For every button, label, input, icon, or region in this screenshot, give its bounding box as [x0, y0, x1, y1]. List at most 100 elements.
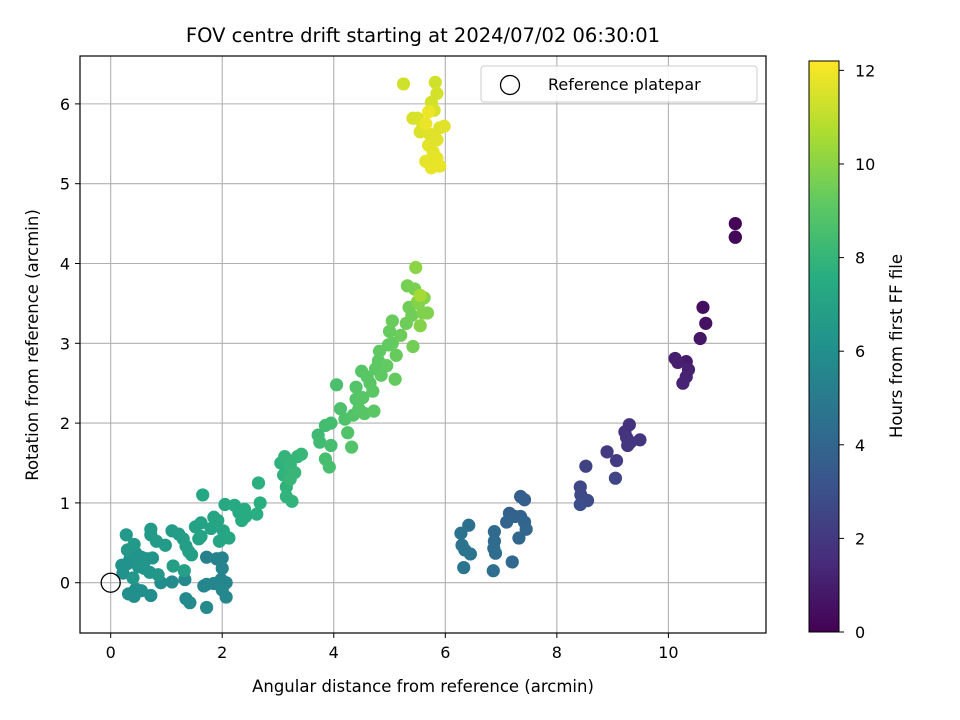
- data-point: [367, 404, 381, 418]
- data-point: [573, 497, 587, 512]
- colorbar-frame: [808, 60, 840, 633]
- data-point: [389, 348, 403, 362]
- colorbar-ticks: 0 2 4 6 8 10 12: [839, 61, 875, 642]
- data-point: [144, 522, 158, 536]
- x-tick-label: 6: [440, 643, 450, 662]
- data-point: [413, 319, 427, 333]
- data-point: [463, 547, 478, 561]
- data-point: [322, 460, 336, 474]
- data-point: [579, 459, 593, 473]
- data-point: [285, 494, 299, 508]
- data-point: [600, 445, 614, 459]
- colorbar-gradient: [809, 61, 839, 632]
- y-tick-label: 3: [60, 334, 70, 353]
- data-point: [215, 561, 229, 575]
- data-point: [253, 496, 267, 510]
- y-tick-label: 2: [60, 414, 70, 433]
- x-tick-label: 2: [217, 643, 227, 662]
- data-point: [215, 551, 229, 565]
- data-point: [239, 509, 253, 524]
- data-points: [115, 75, 742, 615]
- reference-marker-layer: [100, 572, 121, 593]
- y-tick-label: 5: [60, 175, 70, 194]
- data-point: [313, 435, 327, 449]
- data-point: [356, 390, 370, 405]
- data-point: [505, 555, 519, 569]
- data-point: [621, 438, 635, 453]
- data-point: [165, 575, 179, 589]
- data-point: [194, 529, 208, 544]
- data-point: [251, 476, 266, 490]
- data-point: [329, 378, 344, 392]
- data-point: [517, 493, 532, 507]
- legend-label: Reference platepar: [548, 75, 701, 94]
- y-tick-label: 6: [60, 95, 70, 114]
- colorbar-tick-label: 12: [855, 61, 875, 80]
- data-point: [406, 339, 420, 354]
- colorbar-tick-label: 2: [855, 529, 865, 548]
- data-point: [194, 516, 208, 530]
- x-axis-label: Angular distance from reference (arcmin): [252, 677, 594, 696]
- data-point: [693, 331, 707, 346]
- legend: Reference platepar: [480, 65, 758, 103]
- data-point: [380, 359, 394, 373]
- legend-reference-marker: [499, 74, 521, 96]
- data-point: [158, 538, 172, 552]
- y-tick-label: 1: [60, 494, 70, 513]
- colorbar: 0 2 4 6 8 10 12 Hours from first FF file: [808, 60, 906, 642]
- legend-box: [480, 65, 758, 103]
- data-point: [126, 571, 140, 585]
- y-tick-label: 0: [60, 574, 70, 593]
- data-point: [608, 471, 623, 485]
- chart-title: FOV centre drift starting at 2024/07/02 …: [186, 24, 660, 47]
- reference-platepar-marker: [100, 572, 121, 593]
- data-point: [699, 316, 713, 330]
- data-point: [728, 230, 742, 244]
- data-point: [457, 560, 471, 575]
- x-tick-label: 0: [106, 643, 116, 662]
- data-point: [728, 216, 742, 231]
- data-point: [696, 300, 710, 314]
- data-point: [500, 515, 514, 529]
- colorbar-label: Hours from first FF file: [887, 254, 906, 438]
- grid-lines: [80, 56, 766, 633]
- data-point: [676, 376, 690, 390]
- colorbar-tick-label: 0: [855, 623, 865, 642]
- data-point: [127, 537, 141, 552]
- data-point: [420, 306, 435, 320]
- data-point: [382, 324, 397, 338]
- data-point: [421, 105, 436, 119]
- data-point: [454, 526, 468, 540]
- data-point: [211, 513, 225, 528]
- data-point: [385, 336, 399, 350]
- data-point: [151, 568, 165, 582]
- data-point: [433, 159, 447, 173]
- data-point: [385, 314, 399, 328]
- data-point: [145, 551, 160, 565]
- data-point: [396, 77, 411, 91]
- data-point: [333, 402, 348, 416]
- data-point: [409, 260, 423, 275]
- data-point: [349, 380, 363, 394]
- data-point: [197, 579, 211, 593]
- data-point: [177, 564, 191, 578]
- data-point: [519, 522, 533, 536]
- data-point: [294, 447, 309, 461]
- x-axis-ticks: 0 2 4 6 8 10: [106, 633, 679, 662]
- data-point: [366, 384, 380, 398]
- data-point: [437, 119, 451, 133]
- y-axis-label: Rotation from reference (arcmin): [23, 209, 42, 481]
- colorbar-tick-label: 4: [855, 436, 865, 455]
- data-point: [486, 564, 500, 578]
- colorbar-tick-label: 8: [855, 249, 865, 268]
- colorbar-tick-label: 6: [855, 342, 865, 361]
- data-point: [134, 584, 148, 598]
- data-point: [609, 454, 624, 468]
- data-point: [222, 531, 236, 545]
- data-point: [345, 440, 359, 454]
- data-point: [119, 528, 133, 542]
- data-point: [512, 531, 526, 545]
- data-point: [196, 488, 210, 502]
- plot-area-frame: [79, 55, 767, 634]
